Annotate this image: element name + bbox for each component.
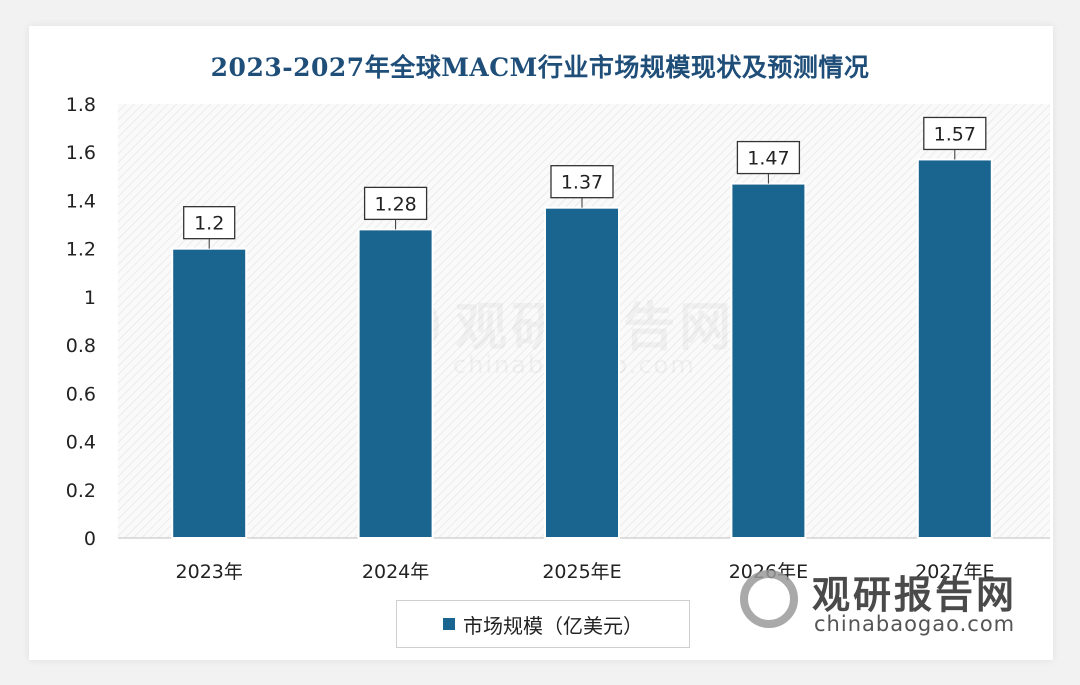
bar [357, 228, 434, 539]
x-tick-label: 2024年 [362, 561, 429, 583]
y-tick-label: 0 [84, 528, 96, 550]
chart-title: 2023-2027年全球MACM行业市场规模现状及预测情况 [210, 53, 870, 82]
bar [730, 182, 807, 539]
y-tick-label: 0.6 [66, 383, 96, 405]
data-label-box [736, 140, 801, 175]
data-label: 1.37 [561, 172, 603, 194]
data-label: 1.57 [934, 123, 976, 145]
data-label-box [363, 186, 428, 221]
y-tick-label: 1 [84, 287, 96, 309]
x-tick-label: 2026年E [729, 561, 808, 583]
y-tick-label: 1.8 [66, 94, 96, 116]
bar [544, 206, 620, 540]
y-tick-label: 1.2 [66, 239, 96, 261]
y-tick-label: 0.8 [66, 335, 96, 357]
y-tick-label: 1.4 [66, 190, 96, 212]
y-tick-label: 1.6 [66, 142, 96, 164]
x-tick-label: 2023年 [176, 561, 243, 583]
legend-swatch [443, 618, 455, 630]
x-tick-label: 2025年E [542, 561, 621, 583]
y-tick-label: 0.4 [66, 432, 96, 454]
data-label: 1.28 [374, 193, 416, 215]
x-tick-label: 2027年E [915, 561, 994, 583]
chart-legend: 市场规模（亿美元） [396, 600, 690, 648]
y-tick-label: 0.2 [66, 480, 96, 502]
data-label: 1.47 [747, 148, 789, 170]
data-label: 1.2 [194, 213, 224, 235]
data-label-box [550, 165, 614, 199]
bar [916, 158, 993, 539]
legend-label: 市场规模（亿美元） [463, 613, 643, 638]
bar [171, 247, 248, 540]
